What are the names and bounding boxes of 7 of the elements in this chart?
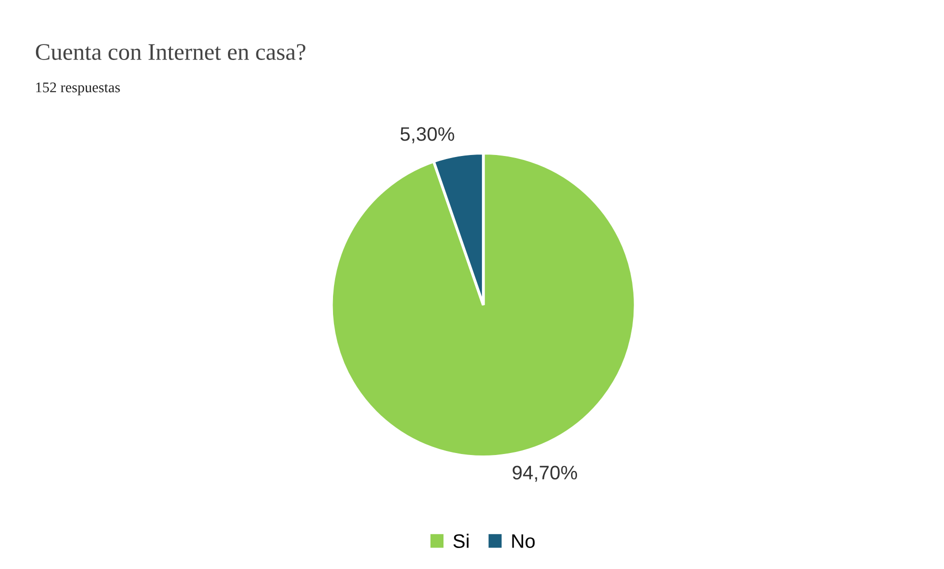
data-label: 5,30% [400,127,454,144]
data-label: 94,70% [512,466,578,482]
chart-title: Cuenta con Internet en casa? [36,44,306,60]
legend-label: Si [453,534,469,548]
legend-label: No [512,534,535,548]
text: 152 respuestas [36,82,120,96]
pie-slice [330,152,637,458]
